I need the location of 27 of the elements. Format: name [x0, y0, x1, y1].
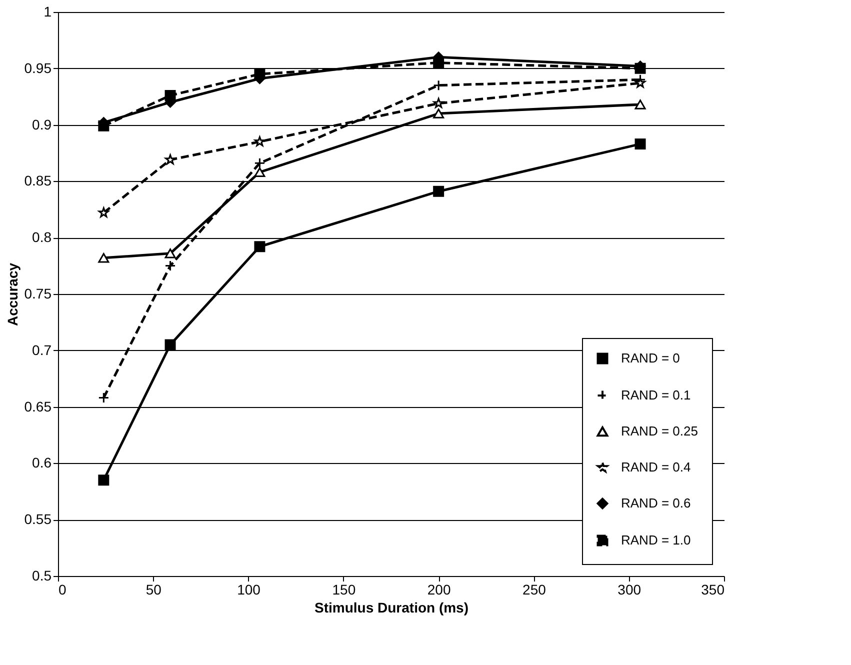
y-tick-label: 0.8	[32, 229, 52, 246]
y-tick-label: 0.95	[24, 60, 52, 76]
y-axis-title: Accuracy	[4, 262, 20, 326]
y-tick-label: 0.65	[24, 398, 52, 414]
y-tick-label: 0.75	[24, 286, 52, 302]
x-tick-label: 100	[237, 582, 261, 598]
legend-label: RAND = 1.0	[621, 532, 691, 548]
y-tick-label: 0.9	[32, 116, 52, 132]
x-tick-label: 50	[146, 582, 162, 598]
y-tick-label: 0.6	[32, 454, 52, 471]
y-tick-label: 0.85	[24, 172, 52, 189]
x-axis-title: Stimulus Duration (ms)	[314, 600, 469, 616]
x-tick-label: 350	[701, 582, 725, 598]
legend-label: RAND = 0	[621, 350, 680, 366]
legend-label: RAND = 0.4	[621, 460, 691, 474]
x-tick-label: 300	[618, 582, 642, 598]
legend-label: RAND = 0.25	[621, 424, 698, 438]
legend-label: RAND = 0.1	[621, 388, 691, 402]
y-tick-label: 0.5	[32, 568, 52, 584]
x-tick-label: 0	[58, 582, 66, 598]
x-tick-label: 200	[427, 582, 451, 598]
x-tick-label: 250	[522, 582, 546, 598]
y-tick-label: 1	[44, 4, 52, 20]
x-tick-label: 150	[332, 582, 356, 598]
legend-label: RAND = 0.6	[621, 496, 691, 510]
y-tick-label: 0.55	[24, 511, 52, 528]
y-tick-label: 0.7	[32, 342, 52, 358]
